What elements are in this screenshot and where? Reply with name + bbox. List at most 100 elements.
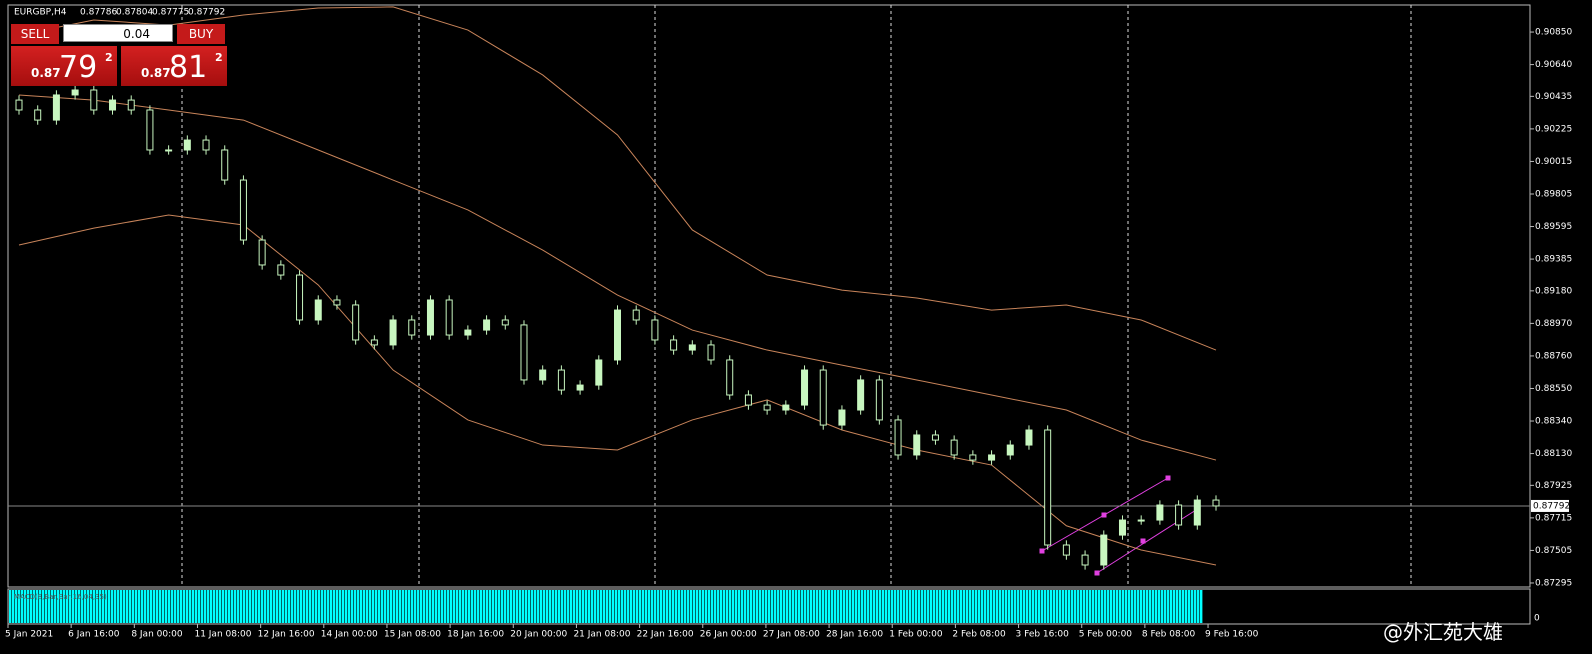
macd-bar xyxy=(114,590,117,623)
y-tick-label: 0.90015 xyxy=(1535,157,1572,167)
macd-bar xyxy=(792,590,795,623)
x-tick-label: 2 Feb 08:00 xyxy=(952,630,1006,640)
macd-bar xyxy=(354,590,357,623)
macd-bar xyxy=(663,590,666,623)
macd-bar xyxy=(666,590,669,623)
buy-price[interactable]: 0.87 81 2 xyxy=(121,46,227,86)
macd-bar xyxy=(633,590,636,623)
candle-body xyxy=(539,369,547,381)
macd-bar xyxy=(594,590,597,623)
macd-bar xyxy=(720,590,723,623)
macd-bar xyxy=(723,590,726,623)
candle-body xyxy=(894,419,902,456)
macd-bar xyxy=(534,590,537,623)
macd-bar xyxy=(1170,590,1173,623)
macd-bar xyxy=(777,590,780,623)
channel-point xyxy=(1140,538,1146,544)
sell-button[interactable]: SELL xyxy=(11,24,59,44)
y-tick-label: 0.89595 xyxy=(1535,222,1572,232)
macd-bar xyxy=(612,590,615,623)
macd-bar xyxy=(735,590,738,623)
macd-bar xyxy=(480,590,483,623)
macd-bar xyxy=(504,590,507,623)
macd-bar xyxy=(297,590,300,623)
candle-body xyxy=(857,379,865,411)
macd-bar xyxy=(138,590,141,623)
macd-bar xyxy=(630,590,633,623)
macd-bar xyxy=(975,590,978,623)
candle-body xyxy=(1062,544,1070,556)
macd-bar xyxy=(1098,590,1101,623)
sell-price[interactable]: 0.87 79 2 xyxy=(11,46,117,86)
macd-bar xyxy=(1053,590,1056,623)
macd-bar xyxy=(336,590,339,623)
macd-bar xyxy=(906,590,909,623)
macd-bar xyxy=(468,590,471,623)
macd-bar xyxy=(561,590,564,623)
candle-body xyxy=(875,379,883,421)
candle-body xyxy=(988,454,996,461)
macd-bar xyxy=(672,590,675,623)
macd-bar xyxy=(1059,590,1062,623)
y-tick-label: 0.89805 xyxy=(1535,189,1572,199)
macd-bar xyxy=(273,590,276,623)
macd-bar xyxy=(885,590,888,623)
macd-bar xyxy=(21,590,24,623)
macd-bar xyxy=(213,590,216,623)
candle-body xyxy=(819,369,827,426)
macd-bar xyxy=(189,590,192,623)
macd-bar xyxy=(216,590,219,623)
x-tick-label: 8 Jan 00:00 xyxy=(131,630,183,640)
macd-bar xyxy=(267,590,270,623)
macd-bar xyxy=(897,590,900,623)
candle-body xyxy=(651,319,659,341)
watermark: @外汇苑大雄 xyxy=(1383,620,1503,644)
macd-bar xyxy=(1134,590,1137,623)
macd-bar xyxy=(660,590,663,623)
header: EURGBP,H4 0.87786 0.87804 0.87775 0.8779… xyxy=(14,8,225,18)
macd-bar xyxy=(432,590,435,623)
macd-bar xyxy=(915,590,918,623)
macd-bar xyxy=(117,590,120,623)
y-tick-label: 0.88550 xyxy=(1535,384,1572,394)
macd-bar xyxy=(681,590,684,623)
macd-bar xyxy=(816,590,819,623)
macd-bar xyxy=(294,590,297,623)
macd-bar xyxy=(768,590,771,623)
macd-bar xyxy=(588,590,591,623)
candle-body xyxy=(632,309,640,321)
macd-bar xyxy=(471,590,474,623)
macd-bar xyxy=(804,590,807,623)
buy-button[interactable]: BUY xyxy=(177,24,225,44)
macd-bar xyxy=(387,590,390,623)
macd-bar xyxy=(1194,590,1197,623)
macd-bar xyxy=(309,590,312,623)
candle-body xyxy=(15,99,23,111)
candle-body xyxy=(239,179,247,241)
macd-bar xyxy=(765,590,768,623)
macd-bar xyxy=(1014,590,1017,623)
macd-bar xyxy=(717,590,720,623)
lot-input[interactable]: 0.04 xyxy=(63,24,173,42)
macd-bar xyxy=(102,590,105,623)
macd-bar xyxy=(999,590,1002,623)
macd-bar xyxy=(546,590,549,623)
macd-bar xyxy=(1197,590,1200,623)
macd-bar xyxy=(492,590,495,623)
macd-bar xyxy=(132,590,135,623)
macd-bar xyxy=(276,590,279,623)
macd-bar xyxy=(1161,590,1164,623)
macd-bar xyxy=(186,590,189,623)
macd-bar xyxy=(645,590,648,623)
macd-bar xyxy=(420,590,423,623)
macd-bar xyxy=(417,590,420,623)
macd-bar xyxy=(636,590,639,623)
candle-body xyxy=(426,299,434,336)
candle-body xyxy=(296,274,304,321)
macd-bar xyxy=(87,590,90,623)
candle-body xyxy=(1044,429,1052,546)
candle-body xyxy=(202,139,210,151)
macd-bar xyxy=(411,590,414,623)
macd-bar xyxy=(444,590,447,623)
